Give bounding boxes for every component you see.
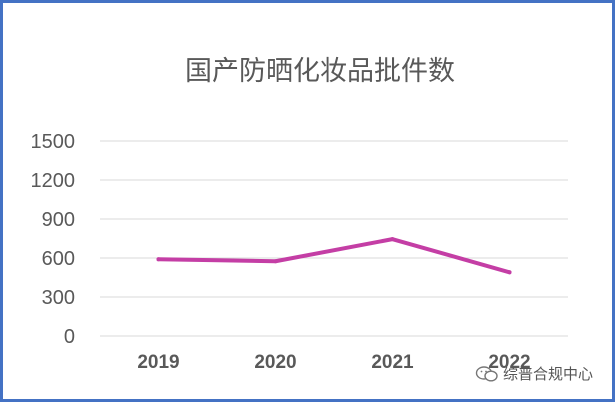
x-axis-ticks: 2019 2020 2021 2022 <box>137 352 530 373</box>
data-point <box>156 257 161 262</box>
x-tick-label: 2022 <box>488 352 530 373</box>
x-tick-label: 2021 <box>371 352 414 373</box>
data-point <box>390 237 395 242</box>
x-tick-label: 2019 <box>137 352 179 373</box>
watermark-text: 综普合规中心 <box>502 365 593 383</box>
x-tick-label: 2020 <box>254 352 296 373</box>
y-tick-label: 300 <box>42 287 75 309</box>
wechat-icon <box>475 365 499 383</box>
y-tick-label: 600 <box>42 248 75 270</box>
y-tick-label: 1200 <box>31 170 76 192</box>
series-line <box>156 237 512 275</box>
chart-title: 国产防晒化妆品批件数 <box>185 56 455 87</box>
y-tick-label: 900 <box>42 209 75 231</box>
watermark: 综普合规中心 <box>475 363 593 384</box>
data-point <box>273 259 278 264</box>
y-tick-label: 0 <box>64 326 75 348</box>
series-group <box>156 237 512 275</box>
y-tick-label: 1500 <box>31 131 76 153</box>
y-axis-ticks: 0 300 600 900 1200 1500 <box>31 131 76 348</box>
data-point <box>507 270 512 275</box>
gridlines <box>100 140 568 337</box>
